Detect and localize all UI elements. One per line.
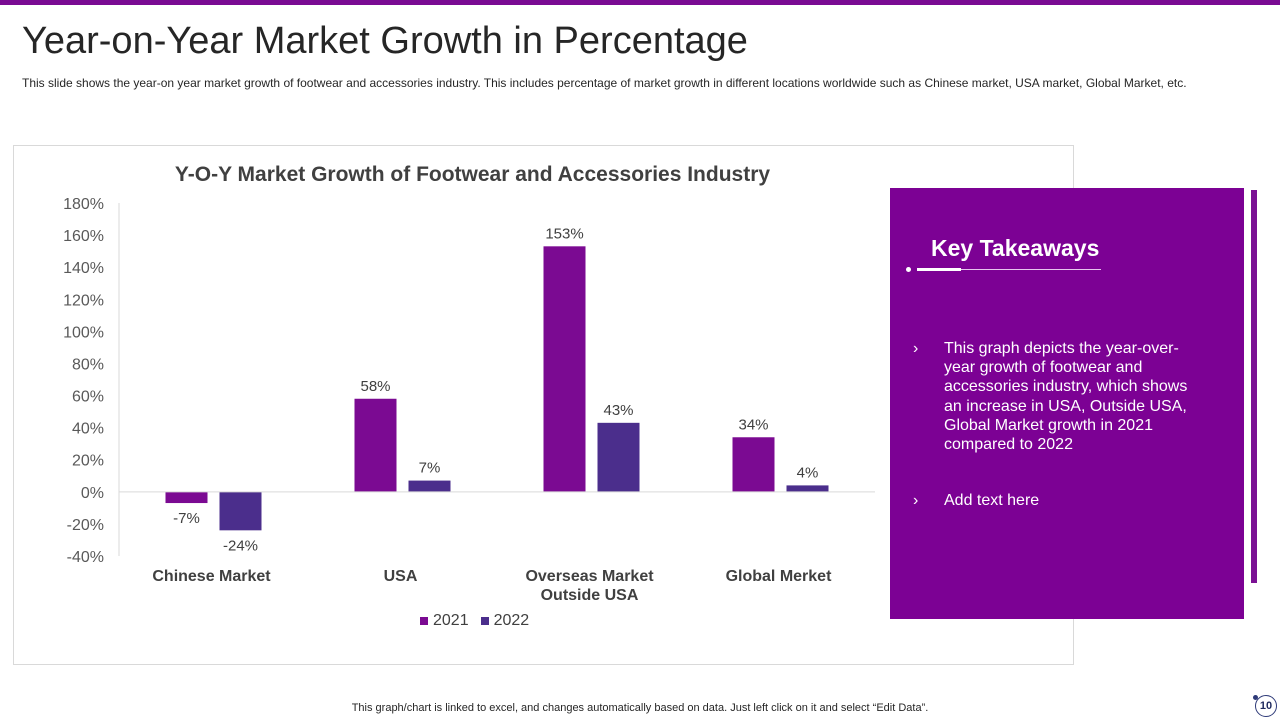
bar-2021-1 [165, 491, 208, 504]
chevron-right-icon: › [913, 340, 919, 357]
title-underline-dot [906, 267, 911, 272]
y-tick-label: 20% [72, 453, 104, 470]
data-label-2021-2: 58% [360, 378, 390, 395]
y-tick-label: 40% [72, 421, 104, 438]
x-category-label: Chinese Market [152, 568, 271, 585]
page-subtitle: This slide shows the year-on year market… [22, 76, 1187, 90]
y-tick-label: 100% [63, 324, 104, 341]
y-tick-label: 140% [63, 260, 104, 277]
y-tick-label: -40% [67, 549, 104, 566]
chart-legend: 2021 2022 [420, 612, 529, 630]
takeaway-item-2[interactable]: Add text here [944, 492, 1040, 509]
side-accent-line [1251, 190, 1257, 583]
x-category-label: Outside USA [541, 587, 639, 604]
top-accent-bar [0, 0, 1280, 5]
key-takeaways-panel: Key Takeaways › This graph depicts the y… [890, 188, 1244, 619]
data-label-2022-2: 7% [419, 460, 441, 477]
data-label-2021-1: -7% [173, 510, 200, 527]
bar-2022-3 [597, 422, 640, 492]
data-label-2022-3: 43% [603, 402, 633, 419]
bar-2022-4 [786, 485, 829, 492]
takeaway-item-1[interactable]: This graph depicts the year-over-year gr… [944, 340, 1188, 454]
y-tick-label: 160% [63, 228, 104, 245]
data-label-2022-4: 4% [797, 464, 819, 481]
legend-label-2021: 2021 [433, 612, 469, 629]
chevron-right-icon: › [913, 492, 919, 509]
title-underline-accent [917, 268, 961, 271]
footer-note: This graph/chart is linked to excel, and… [351, 702, 929, 714]
y-tick-label: 60% [72, 389, 104, 406]
bar-2021-3 [543, 246, 586, 492]
title-underline [917, 269, 1101, 270]
bar-2022-2 [408, 480, 451, 492]
x-category-label: USA [384, 568, 418, 585]
chart-title: Y-O-Y Market Growth of Footwear and Acce… [174, 163, 771, 186]
y-tick-label: 80% [72, 356, 104, 373]
bar-2022-1 [219, 491, 262, 531]
y-tick-label: -20% [67, 517, 104, 534]
bar-2021-2 [354, 398, 397, 492]
y-tick-label: 0% [81, 485, 104, 502]
legend-label-2022: 2022 [493, 612, 530, 629]
legend-item-2022: 2022 [480, 612, 530, 630]
x-category-label: Global Merket [726, 568, 832, 585]
page-number: 10 [1255, 695, 1277, 717]
legend-swatch-2021 [420, 617, 428, 625]
page-number-dot [1253, 695, 1258, 700]
y-tick-label: 180% [63, 196, 104, 213]
data-label-2021-4: 34% [738, 416, 768, 433]
x-category-label: Overseas Market [525, 568, 654, 585]
bar-2021-4 [732, 437, 775, 492]
key-takeaways-title: Key Takeaways [931, 235, 1100, 261]
page-title: Year-on-Year Market Growth in Percentage [22, 20, 748, 62]
legend-item-2021: 2021 [420, 612, 469, 630]
legend-swatch-2022 [480, 617, 489, 625]
data-label-2022-1: -24% [223, 537, 258, 554]
data-label-2021-3: 153% [545, 225, 583, 242]
y-tick-label: 120% [63, 292, 104, 309]
